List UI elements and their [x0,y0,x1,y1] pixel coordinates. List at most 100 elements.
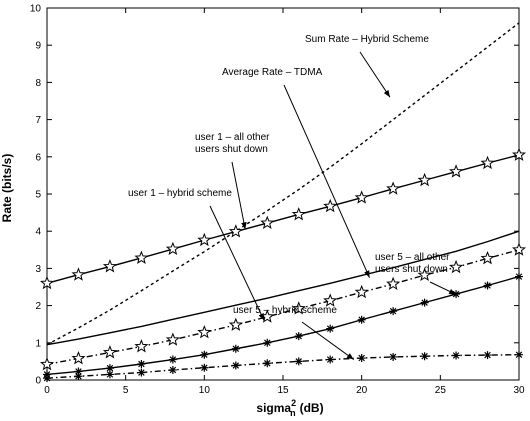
series-3 [46,230,520,346]
asterisk-marker [420,352,429,361]
asterisk-marker [326,355,335,364]
asterisk-marker [357,315,366,324]
annotation-arrow [301,321,355,360]
asterisk-marker [137,368,146,377]
asterisk-marker [263,338,272,347]
series-line [46,154,520,284]
star-marker [480,155,495,170]
y-tick-label: 4 [35,227,41,238]
annotation-arrow [429,281,457,295]
star-marker [197,325,212,339]
x-axis-label: sigma2 n (dB) [256,398,323,418]
asterisk-marker [231,344,240,353]
y-tick-label: 1 [35,338,41,349]
annotation-6: user 5 – hybrid scheme [233,305,355,360]
series-6 [43,350,523,383]
star-marker [228,224,243,238]
x-axis-label-sub: n [290,408,296,418]
annotation-layer: Sum Rate – Hybrid Scheme Average Rate – T… [128,34,457,360]
x-axis-label-sup: 2 [291,398,296,408]
x-axis-ticks: 0 5 10 15 20 25 30 [44,8,525,396]
star-marker [197,232,212,247]
x-tick-label: 30 [513,385,525,396]
annotation-text: users shut down [195,144,268,155]
star-marker [417,267,432,282]
annotation-text: user 5 – hybrid scheme [233,305,337,316]
star-marker [134,339,149,353]
annotation-text: user 5 – all other [375,252,450,263]
asterisk-marker [231,361,240,370]
y-tick-label: 5 [35,190,41,201]
x-tick-label: 0 [44,385,50,396]
star-marker [417,172,432,187]
star-marker [323,293,338,307]
series-1 [46,22,520,346]
series-line [46,22,520,346]
annotation-2: Average Rate – TDMA [222,67,370,278]
star-marker [165,332,180,346]
annotation-arrow [231,161,247,230]
plot-frame [46,7,520,381]
annotation-text: user 1 – all other [195,132,270,143]
y-tick-label: 6 [35,152,41,163]
asterisk-marker [294,332,303,341]
annotation-1: Sum Rate – Hybrid Scheme [305,34,429,98]
asterisk-marker [389,352,398,361]
x-tick-label: 10 [199,385,211,396]
y-tick-label: 8 [35,78,41,89]
star-marker [449,259,464,274]
annotation-4: user 1 – hybrid scheme [128,188,265,321]
annotation-arrow [283,84,370,278]
series-layer [39,22,527,383]
y-tick-label: 0 [35,376,41,387]
annotation-arrow [359,51,391,98]
asterisk-marker [294,357,303,366]
x-tick-label: 20 [356,385,368,396]
series-line [46,275,520,376]
asterisk-marker [105,364,114,373]
x-tick-label: 25 [435,385,447,396]
asterisk-marker [200,350,209,359]
y-tick-label: 2 [35,301,41,312]
x-axis-label-base: sigma [256,401,291,415]
y-tick-label: 9 [35,41,41,52]
y-axis-label: Rate (bits/s) [0,154,14,223]
annotation-text: Sum Rate – Hybrid Scheme [305,34,429,45]
star-marker [165,241,180,256]
star-marker [354,190,369,204]
asterisk-marker [168,365,177,374]
star-marker [228,317,243,331]
star-marker [511,147,527,161]
star-marker [354,284,369,299]
star-marker [71,267,86,281]
series-5 [43,272,523,379]
y-tick-label: 3 [35,264,41,275]
y-axis-ticks: 0 1 2 3 4 5 6 7 8 9 10 [30,4,519,387]
x-tick-label: 15 [277,385,289,396]
asterisk-marker [515,272,523,281]
plot-border [46,7,520,381]
asterisk-marker [326,324,335,333]
asterisk-marker [515,350,523,359]
star-marker [386,276,401,290]
star-marker [260,215,275,229]
asterisk-marker [483,281,492,290]
star-marker [511,242,527,256]
asterisk-marker [483,351,492,360]
asterisk-marker [168,355,177,364]
star-marker [39,275,55,290]
asterisk-marker [389,307,398,316]
series-line [46,230,520,346]
star-marker [291,207,306,221]
x-tick-label: 5 [123,385,129,396]
star-marker [102,345,117,359]
asterisk-marker [420,298,429,307]
asterisk-marker [105,370,114,379]
x-axis-label-suffix: (dB) [300,401,324,415]
star-marker [71,351,86,365]
asterisk-marker [74,372,83,381]
asterisk-marker [357,354,366,363]
